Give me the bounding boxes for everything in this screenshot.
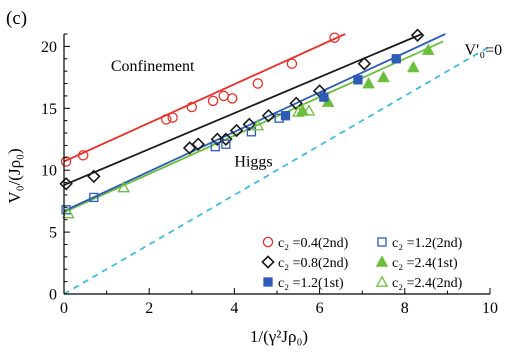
x-tick-label: 6 [316, 300, 324, 317]
annotation-confinement: Confinement [111, 58, 195, 75]
legend-marker-0 [262, 236, 274, 248]
data-point-s0-1 [77, 150, 89, 161]
x-axis-label: 1/(γ²Jρ₀) [250, 327, 308, 346]
legend-marker-3 [375, 255, 389, 267]
data-point-s1-12 [410, 28, 425, 42]
data-point-s0-3 [167, 112, 178, 123]
annotation-v0-zero: V′₀=0 [464, 42, 502, 59]
data-point-s0-8 [252, 78, 264, 89]
fit-line-0 [64, 33, 346, 163]
data-point-s2-3 [221, 139, 231, 149]
data-point-s1-9 [289, 96, 303, 111]
x-tick-label: 8 [401, 300, 409, 317]
y-axis-label: V₀/(Jρ₀) [5, 148, 24, 203]
fit-line-6 [64, 45, 490, 294]
y-tick-label: 20 [41, 39, 57, 56]
data-point-s4-2 [353, 75, 363, 85]
legend-label-2: c₂ =0.8(2nd) [278, 256, 349, 271]
data-point-s0-2 [160, 114, 172, 125]
panel-label: (c) [6, 8, 27, 29]
data-point-s2-1 [89, 192, 99, 203]
legend-label-1: c₂ =1.2(2nd) [392, 236, 463, 251]
data-point-s0-10 [329, 32, 340, 43]
annotation-higgs: Higgs [234, 153, 272, 170]
data-point-s1-0 [59, 177, 73, 191]
data-point-s1-6 [229, 123, 244, 138]
data-point-s3-4 [407, 60, 420, 73]
legend-marker-5 [375, 275, 389, 287]
legend-label-3: c₂ =2.4(1st) [392, 256, 458, 271]
data-point-s4-0 [280, 111, 291, 121]
data-point-s0-0 [60, 156, 72, 167]
data-point-s4-1 [319, 92, 329, 102]
data-point-s1-5 [219, 132, 233, 146]
legend-marker-4 [263, 277, 273, 287]
y-tick-label: 10 [41, 163, 57, 180]
data-point-s5-0 [61, 206, 75, 219]
data-point-s0-6 [218, 90, 229, 102]
x-tick-label: 4 [230, 300, 238, 317]
legend-label-5: c₂ =2.4(2nd) [392, 276, 463, 291]
data-point-s0-7 [227, 93, 238, 104]
data-point-s1-8 [261, 108, 276, 123]
y-tick-label: 0 [49, 287, 57, 304]
axes: 0 2 4 6 8 10 0 5 10 15 20 [41, 33, 498, 317]
data-point-s4-3 [391, 54, 401, 64]
data-point-s2-0 [61, 205, 71, 215]
data-point-s5-1 [117, 180, 130, 193]
legend-marker-1 [377, 237, 387, 247]
data-point-s1-1 [87, 169, 101, 184]
data-point-s1-7 [242, 117, 257, 132]
legend: c₂ =0.4(2nd) c₂ =1.2(2nd) c₂ =0.8(2nd) c₂ =… [261, 236, 463, 291]
data-point-s3-3 [377, 70, 390, 83]
data-point-s5-3 [291, 105, 305, 117]
data-point-s0-5 [207, 95, 219, 107]
legend-label-0: c₂ =0.4(2nd) [278, 236, 349, 251]
data-point-s1-3 [191, 137, 205, 151]
x-tick-label: 0 [60, 300, 68, 317]
fit-line-4 [64, 33, 446, 212]
data-point-s3-2 [362, 76, 375, 89]
data-point-s1-11 [357, 56, 372, 71]
x-tick-label: 10 [482, 300, 498, 317]
y-tick-label: 15 [41, 101, 57, 118]
data-point-s2-2 [210, 142, 220, 152]
data-point-s0-9 [286, 58, 298, 69]
legend-label-4: c₂ =1.2(1st) [278, 276, 344, 291]
data-points [59, 28, 435, 219]
legend-marker-2 [261, 255, 275, 269]
data-point-s0-4 [186, 101, 198, 113]
data-point-s3-5 [421, 43, 435, 55]
y-tick-label: 5 [49, 225, 57, 242]
data-point-s5-4 [302, 104, 316, 116]
x-tick-label: 2 [145, 300, 153, 317]
data-point-s5-2 [251, 119, 265, 131]
data-point-s2-4 [246, 127, 257, 137]
